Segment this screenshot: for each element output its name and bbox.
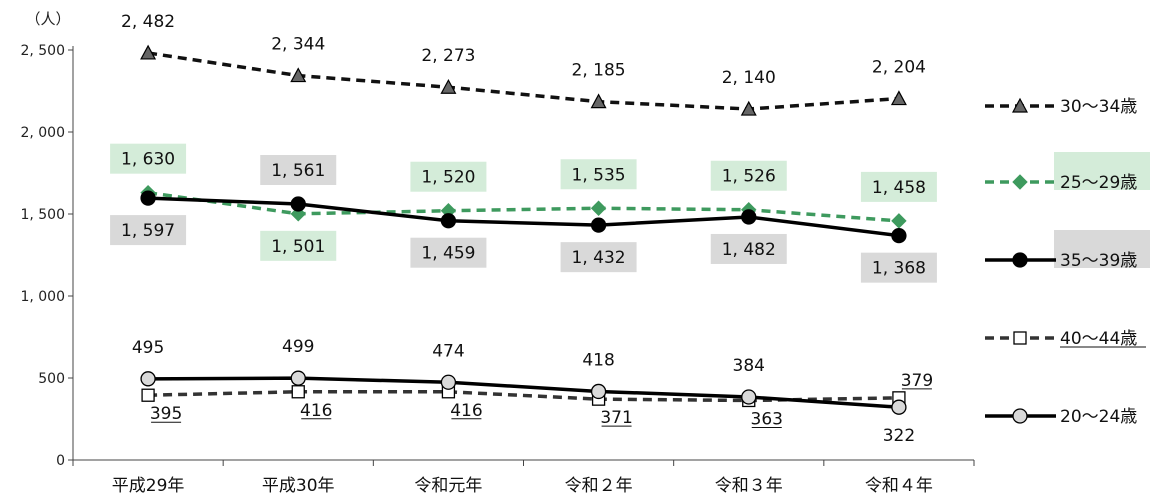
legend-marker	[1012, 174, 1028, 190]
y-tick-label: 1, 500	[20, 207, 65, 223]
data-point	[440, 78, 457, 94]
data-label-box	[260, 154, 337, 185]
data-point	[290, 67, 307, 83]
data-label: 379	[901, 371, 933, 391]
data-point	[590, 217, 607, 233]
data-label-box	[260, 230, 337, 261]
data-point	[741, 389, 757, 405]
x-tick-label: 平成29年	[112, 476, 185, 496]
data-label-box	[110, 215, 187, 246]
x-tick-label: 令和４年	[865, 476, 933, 496]
data-label-box	[710, 160, 787, 191]
legend-label: 40～44歳	[1060, 329, 1137, 349]
data-label: 2, 185	[572, 61, 626, 81]
legend-marker	[1013, 331, 1027, 345]
data-label-box	[410, 161, 487, 192]
legend-label: 35～39歳	[1060, 251, 1137, 271]
legend-marker	[1011, 97, 1029, 113]
data-point	[891, 213, 907, 229]
data-point	[440, 374, 457, 390]
data-point	[140, 190, 156, 206]
data-point	[590, 93, 607, 109]
data-label: 1, 432	[572, 248, 626, 268]
data-point	[141, 388, 155, 402]
data-label: 384	[733, 356, 765, 376]
data-label: 1, 535	[572, 165, 626, 185]
legend-highlight	[1054, 152, 1150, 190]
data-point	[290, 370, 306, 386]
data-label: 1, 482	[722, 240, 776, 260]
data-label-box	[560, 159, 637, 190]
y-axis-unit: （人）	[25, 10, 70, 28]
data-point	[590, 383, 607, 400]
series-line	[148, 196, 900, 238]
x-tick-label: 令和元年	[414, 476, 482, 496]
data-label: 1, 368	[872, 259, 926, 279]
data-label: 1, 526	[722, 167, 776, 187]
data-label: 1, 520	[421, 168, 475, 188]
legend-highlight	[1054, 230, 1150, 268]
data-label: 2, 140	[722, 68, 776, 88]
data-label: 1, 597	[121, 221, 175, 241]
y-tick-label: 500	[38, 371, 65, 387]
data-point	[140, 44, 157, 60]
x-tick-label: 令和２年	[565, 476, 633, 496]
data-label: 395	[150, 404, 182, 424]
data-point	[290, 196, 306, 212]
data-point	[291, 385, 305, 399]
data-label: 1, 501	[271, 237, 325, 257]
data-label: 2, 204	[872, 58, 926, 78]
data-label-box	[560, 242, 637, 273]
series-line	[147, 51, 900, 111]
legend-marker	[1012, 252, 1028, 268]
data-label: 2, 482	[121, 12, 175, 32]
data-label-box	[410, 237, 487, 268]
legend-label: 20～24歳	[1060, 407, 1137, 427]
data-point	[891, 399, 907, 415]
data-label: 416	[300, 401, 332, 421]
data-label-box	[110, 143, 187, 174]
y-tick-label: 0	[56, 453, 65, 469]
y-tick-label: 1, 000	[20, 289, 65, 305]
data-label: 1, 458	[872, 178, 926, 198]
series-line	[148, 376, 900, 409]
data-point	[740, 100, 757, 116]
data-point	[741, 209, 757, 225]
data-label-box	[860, 252, 937, 283]
data-label: 1, 630	[121, 150, 175, 170]
data-point	[891, 227, 907, 244]
x-tick-label: 平成30年	[262, 476, 335, 496]
series-line	[147, 190, 900, 223]
y-tick-label: 2, 000	[20, 125, 65, 141]
data-label-box	[860, 171, 937, 202]
data-label: 418	[582, 350, 614, 370]
data-label: 371	[600, 408, 632, 428]
data-label: 495	[132, 338, 164, 358]
data-label: 2, 344	[271, 35, 325, 55]
data-label: 322	[883, 426, 915, 446]
data-label: 474	[432, 341, 464, 361]
legend-marker	[1012, 408, 1028, 424]
data-label: 1, 561	[271, 161, 325, 181]
legend-label: 30～34歳	[1060, 97, 1137, 117]
data-point	[590, 200, 607, 216]
data-point	[140, 371, 156, 387]
data-label: 499	[282, 337, 314, 357]
data-label: 363	[751, 409, 783, 429]
data-point	[890, 90, 907, 106]
series-line	[148, 390, 899, 403]
data-label: 1, 459	[421, 244, 475, 264]
data-label-box	[710, 233, 787, 264]
legend-label: 25～29歳	[1060, 173, 1137, 193]
y-tick-label: 2, 500	[20, 43, 65, 59]
data-point	[440, 213, 457, 229]
data-label: 416	[450, 401, 482, 421]
x-tick-label: 令和３年	[715, 476, 783, 496]
data-label: 2, 273	[421, 46, 475, 66]
